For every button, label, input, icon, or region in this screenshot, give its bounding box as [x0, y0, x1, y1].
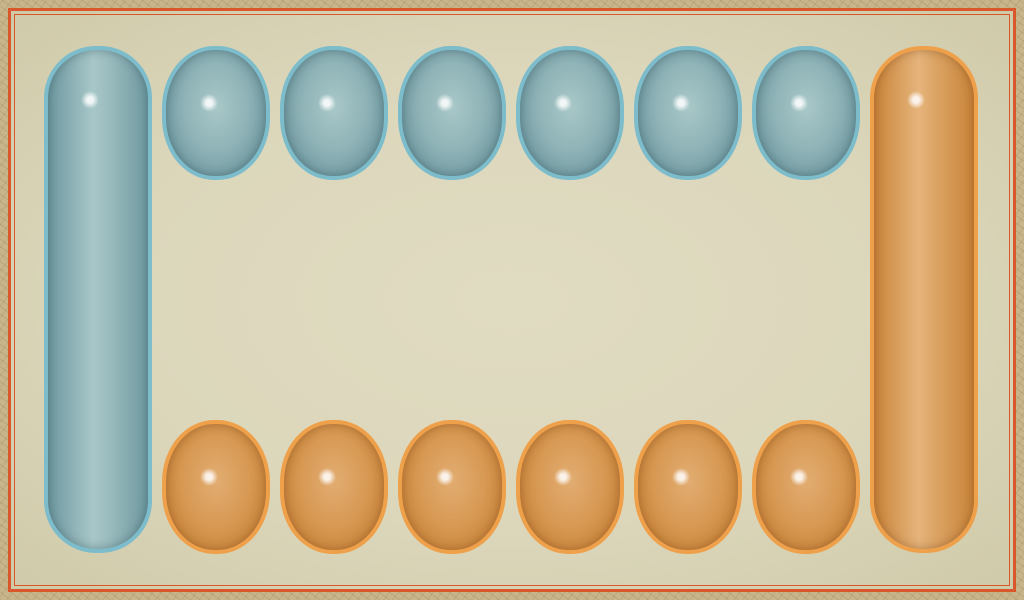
orange-pit-2[interactable]: [280, 420, 388, 554]
orange-pit-1[interactable]: [162, 420, 270, 554]
blue-pit-6[interactable]: [752, 46, 860, 180]
blue-store: [44, 46, 152, 553]
blue-pit-4[interactable]: [516, 46, 624, 180]
orange-store: [870, 46, 978, 553]
orange-pit-5[interactable]: [634, 420, 742, 554]
orange-pit-6[interactable]: [752, 420, 860, 554]
blue-pit-1[interactable]: [162, 46, 270, 180]
blue-pit-2[interactable]: [280, 46, 388, 180]
blue-pit-3[interactable]: [398, 46, 506, 180]
orange-pit-4[interactable]: [516, 420, 624, 554]
blue-pit-5[interactable]: [634, 46, 742, 180]
orange-pit-3[interactable]: [398, 420, 506, 554]
mancala-board: [8, 8, 1016, 592]
